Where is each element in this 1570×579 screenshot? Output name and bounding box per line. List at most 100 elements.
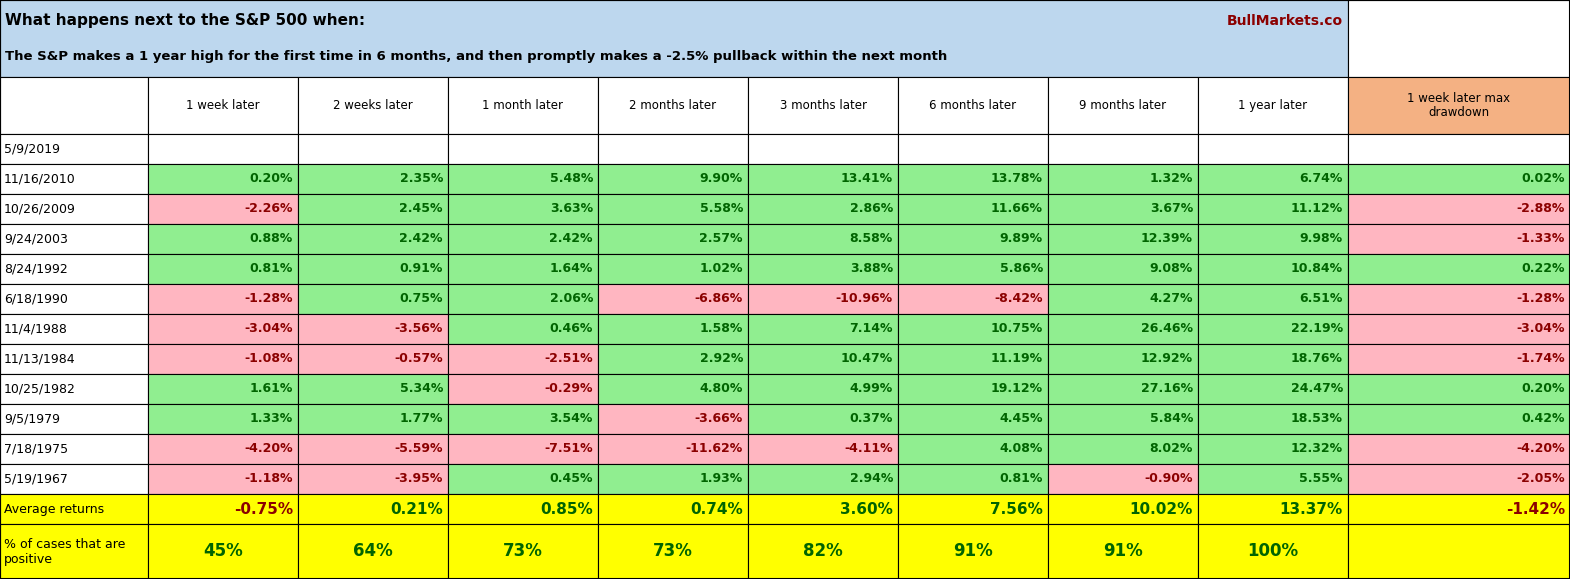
Bar bbox=[598, 164, 747, 194]
Bar bbox=[1349, 404, 1570, 434]
Text: -0.75%: -0.75% bbox=[234, 501, 294, 516]
Text: 13.78%: 13.78% bbox=[991, 173, 1042, 185]
Text: 11/13/1984: 11/13/1984 bbox=[5, 353, 75, 365]
Text: 9/24/2003: 9/24/2003 bbox=[5, 233, 68, 245]
Text: 10.02%: 10.02% bbox=[1130, 501, 1193, 516]
Bar bbox=[1349, 164, 1570, 194]
Bar bbox=[747, 524, 898, 579]
Text: 5.55%: 5.55% bbox=[1300, 472, 1342, 486]
Bar bbox=[1198, 164, 1349, 194]
Text: -1.28%: -1.28% bbox=[1517, 292, 1565, 306]
Bar bbox=[1349, 77, 1570, 134]
Bar bbox=[898, 494, 1049, 524]
Text: 18.76%: 18.76% bbox=[1291, 353, 1342, 365]
Bar bbox=[148, 254, 298, 284]
Text: 10.84%: 10.84% bbox=[1291, 262, 1342, 276]
Text: 9.89%: 9.89% bbox=[1000, 233, 1042, 245]
Text: 1.61%: 1.61% bbox=[250, 383, 294, 395]
Bar bbox=[298, 284, 447, 314]
Text: 11/4/1988: 11/4/1988 bbox=[5, 323, 68, 335]
Text: -1.28%: -1.28% bbox=[245, 292, 294, 306]
Text: 11.19%: 11.19% bbox=[991, 353, 1042, 365]
Bar bbox=[298, 464, 447, 494]
Text: 0.74%: 0.74% bbox=[691, 501, 743, 516]
Bar bbox=[447, 314, 598, 344]
Bar bbox=[0, 194, 148, 224]
Bar bbox=[0, 224, 148, 254]
Bar bbox=[1198, 374, 1349, 404]
Bar bbox=[898, 254, 1049, 284]
Bar bbox=[148, 164, 298, 194]
Text: 73%: 73% bbox=[653, 543, 692, 560]
Text: 1 year later: 1 year later bbox=[1239, 99, 1308, 112]
Bar bbox=[747, 494, 898, 524]
Bar bbox=[298, 374, 447, 404]
Bar bbox=[1198, 77, 1349, 134]
Text: 2.35%: 2.35% bbox=[400, 173, 443, 185]
Text: 1.64%: 1.64% bbox=[550, 262, 593, 276]
Text: 6.74%: 6.74% bbox=[1300, 173, 1342, 185]
Bar bbox=[1198, 524, 1349, 579]
Text: 9/5/1979: 9/5/1979 bbox=[5, 412, 60, 426]
Text: 5/19/1967: 5/19/1967 bbox=[5, 472, 68, 486]
Text: 5.48%: 5.48% bbox=[550, 173, 593, 185]
Text: 100%: 100% bbox=[1248, 543, 1298, 560]
Bar bbox=[1049, 77, 1198, 134]
Bar bbox=[1198, 434, 1349, 464]
Text: -4.11%: -4.11% bbox=[845, 442, 893, 456]
Bar bbox=[598, 194, 747, 224]
Text: -4.20%: -4.20% bbox=[245, 442, 294, 456]
Text: 7.14%: 7.14% bbox=[849, 323, 893, 335]
Text: 2.94%: 2.94% bbox=[849, 472, 893, 486]
Bar bbox=[148, 344, 298, 374]
Text: 9.98%: 9.98% bbox=[1300, 233, 1342, 245]
Text: -0.90%: -0.90% bbox=[1145, 472, 1193, 486]
Bar bbox=[1349, 434, 1570, 464]
Text: 4.80%: 4.80% bbox=[700, 383, 743, 395]
Text: 11.12%: 11.12% bbox=[1291, 203, 1342, 215]
Text: 2 months later: 2 months later bbox=[630, 99, 716, 112]
Bar bbox=[148, 194, 298, 224]
Bar bbox=[1349, 194, 1570, 224]
Bar bbox=[747, 134, 898, 164]
Text: 1.77%: 1.77% bbox=[399, 412, 443, 426]
Bar bbox=[0, 404, 148, 434]
Text: 26.46%: 26.46% bbox=[1141, 323, 1193, 335]
Bar bbox=[898, 464, 1049, 494]
Text: 4.27%: 4.27% bbox=[1149, 292, 1193, 306]
Bar bbox=[1349, 464, 1570, 494]
Text: What happens next to the S&P 500 when:: What happens next to the S&P 500 when: bbox=[5, 13, 366, 28]
Bar bbox=[447, 404, 598, 434]
Text: 8/24/1992: 8/24/1992 bbox=[5, 262, 68, 276]
Bar bbox=[0, 0, 1349, 77]
Bar bbox=[1198, 284, 1349, 314]
Bar bbox=[447, 164, 598, 194]
Text: 11/16/2010: 11/16/2010 bbox=[5, 173, 75, 185]
Text: 4.45%: 4.45% bbox=[1000, 412, 1042, 426]
Text: 1.93%: 1.93% bbox=[700, 472, 743, 486]
Text: 27.16%: 27.16% bbox=[1141, 383, 1193, 395]
Text: -3.04%: -3.04% bbox=[245, 323, 294, 335]
Bar bbox=[1049, 374, 1198, 404]
Text: 9 months later: 9 months later bbox=[1080, 99, 1167, 112]
Bar bbox=[898, 434, 1049, 464]
Text: 3 months later: 3 months later bbox=[779, 99, 867, 112]
Bar bbox=[148, 374, 298, 404]
Text: 3.88%: 3.88% bbox=[849, 262, 893, 276]
Text: 2.42%: 2.42% bbox=[550, 233, 593, 245]
Text: 1.58%: 1.58% bbox=[700, 323, 743, 335]
Bar bbox=[298, 344, 447, 374]
Text: -8.42%: -8.42% bbox=[994, 292, 1042, 306]
Text: 2.92%: 2.92% bbox=[700, 353, 743, 365]
Text: 1 week later: 1 week later bbox=[187, 99, 259, 112]
Bar bbox=[898, 284, 1049, 314]
Text: 24.47%: 24.47% bbox=[1291, 383, 1342, 395]
Text: 1.33%: 1.33% bbox=[250, 412, 294, 426]
Bar bbox=[0, 344, 148, 374]
Bar bbox=[1198, 254, 1349, 284]
Text: 2.45%: 2.45% bbox=[399, 203, 443, 215]
Bar bbox=[598, 314, 747, 344]
Bar bbox=[447, 254, 598, 284]
Text: 10/25/1982: 10/25/1982 bbox=[5, 383, 75, 395]
Text: -3.95%: -3.95% bbox=[394, 472, 443, 486]
